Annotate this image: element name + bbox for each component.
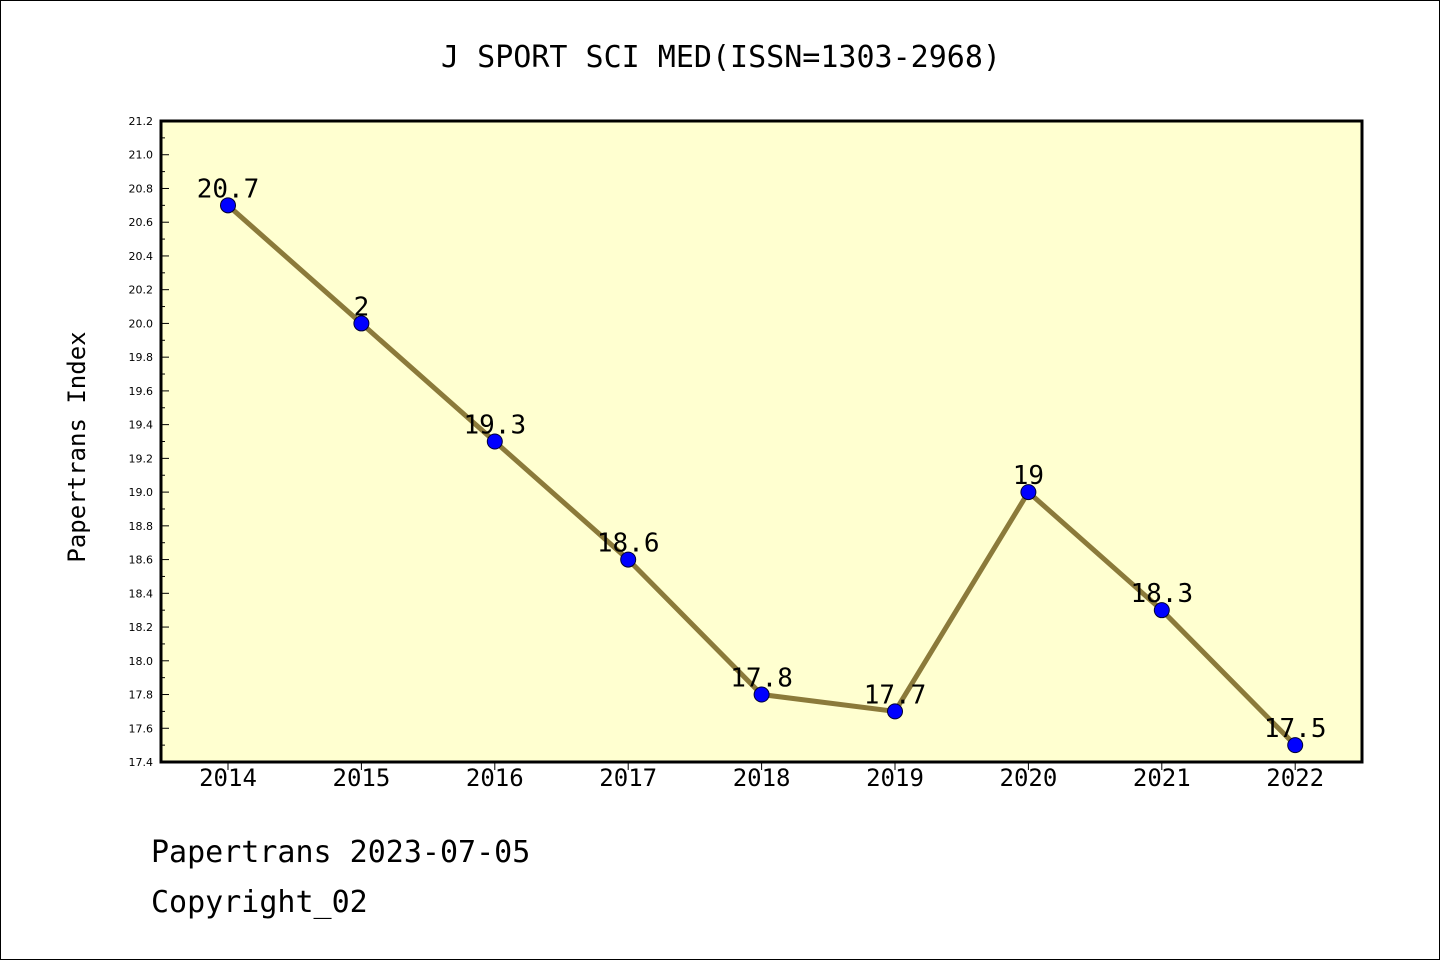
data-label: 20.7 [197, 174, 260, 204]
axes: 17.4 17.6 17.8 18.0 18.2 18.4 18.6 18.8 19.0 19.2… [129, 115, 1325, 792]
y-tick-label: 20.8 [129, 182, 154, 195]
x-tick-label: 2014 [199, 764, 257, 792]
data-labels: 20.7 2 19.3 18.6 17.8 17.7 19 18.3 17.5 [197, 174, 1327, 744]
footer-date: Papertrans 2023-07-05 [151, 835, 531, 870]
data-point [486, 433, 503, 450]
y-tick-label: 20.0 [129, 317, 154, 330]
y-tick-label: 17.4 [129, 756, 154, 769]
y-tick-label: 19.2 [129, 452, 154, 465]
x-tick-label: 2018 [733, 764, 791, 792]
y-tick-label: 17.6 [129, 722, 154, 735]
x-tick-label: 2021 [1133, 764, 1191, 792]
y-tick-label: 18.2 [129, 621, 154, 634]
data-point [753, 686, 770, 703]
data-label: 18.3 [1130, 579, 1193, 609]
data-label: 17.5 [1264, 714, 1327, 744]
x-tick-label: 2019 [866, 764, 924, 792]
data-point [220, 197, 236, 214]
y-tick-label: 18.8 [129, 520, 154, 533]
y-tick-label: 19.8 [129, 351, 154, 364]
data-label: 17.8 [730, 664, 793, 694]
y-tick-label: 20.2 [129, 284, 154, 297]
y-axis-label: Papertrans Index [63, 331, 91, 562]
y-tick-label: 18.6 [129, 554, 154, 567]
data-point [1153, 602, 1170, 619]
data-label: 17.7 [864, 680, 927, 710]
x-tick-label: 2020 [1000, 764, 1058, 792]
x-tick-label: 2015 [333, 764, 391, 792]
y-tick-label: 19.0 [129, 486, 154, 499]
y-tick-label: 18.4 [129, 587, 154, 600]
y-tick-label: 20.4 [129, 250, 154, 263]
footer-copyright: Copyright_02 [151, 885, 368, 920]
y-tick-label: 19.4 [129, 419, 154, 432]
data-point [1287, 737, 1304, 754]
data-label: 2 [354, 292, 370, 322]
data-point [353, 315, 370, 332]
data-point [887, 703, 903, 720]
y-tick-label: 19.6 [129, 385, 154, 398]
y-tick-label: 17.8 [129, 689, 154, 702]
data-label: 19.3 [463, 411, 526, 441]
y-tick-label: 20.6 [129, 216, 154, 229]
data-label: 18.6 [597, 529, 660, 559]
data-point [1020, 484, 1037, 501]
x-tick-label: 2016 [466, 764, 524, 792]
y-tick-label: 18.0 [129, 655, 154, 668]
data-label: 19 [1013, 461, 1044, 491]
y-tick-label: 21.2 [129, 115, 154, 128]
y-tick-label: 21.0 [129, 149, 154, 162]
series-line [220, 197, 1304, 754]
x-tick-label: 2017 [599, 764, 657, 792]
x-tick-label: 2022 [1266, 764, 1324, 792]
chart-title: J SPORT SCI MED(ISSN=1303-2968) [441, 40, 1001, 75]
plot-area [159, 119, 1364, 764]
data-point [620, 551, 637, 568]
